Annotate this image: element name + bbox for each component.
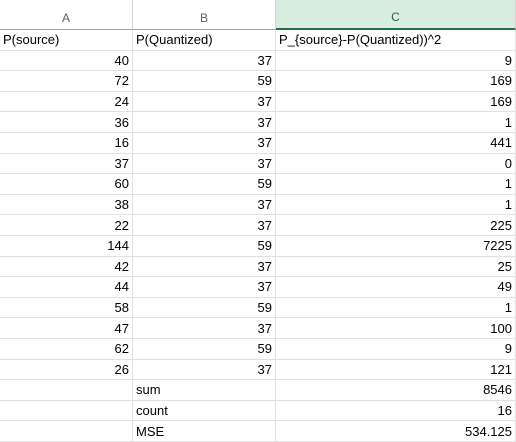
cell[interactable]: 225 bbox=[276, 215, 516, 235]
column-letter: B bbox=[199, 11, 208, 25]
cell[interactable]: 37 bbox=[133, 153, 276, 174]
column-header-b[interactable]: B bbox=[133, 0, 276, 30]
cell[interactable]: sum bbox=[133, 380, 276, 400]
table-row: 24 37 169 bbox=[0, 91, 516, 113]
cell[interactable]: 44 bbox=[0, 277, 133, 297]
cell[interactable]: 1 bbox=[276, 112, 516, 132]
column-header-c[interactable]: C bbox=[276, 0, 516, 30]
cell[interactable]: 37 bbox=[133, 50, 276, 71]
cell[interactable]: P(source) bbox=[0, 30, 133, 50]
cell[interactable]: 22 bbox=[0, 215, 133, 235]
cell[interactable]: 49 bbox=[276, 277, 516, 297]
table-row: 16 37 441 bbox=[0, 132, 516, 154]
table-row: 36 37 1 bbox=[0, 112, 516, 133]
summary-row: count 16 bbox=[0, 400, 516, 422]
cell[interactable]: P_{source}-P(Quantized))^2 bbox=[276, 30, 516, 50]
table-row: 144 59 7225 bbox=[0, 235, 516, 257]
cell[interactable]: MSE bbox=[133, 421, 276, 441]
cell[interactable]: 100 bbox=[276, 318, 516, 338]
table-row: 40 37 9 bbox=[0, 50, 516, 72]
table-row: 60 59 1 bbox=[0, 174, 516, 195]
table-row: 62 59 9 bbox=[0, 338, 516, 360]
cell[interactable]: 169 bbox=[276, 71, 516, 91]
cell[interactable]: 38 bbox=[0, 194, 133, 215]
cell[interactable]: 441 bbox=[276, 132, 516, 153]
table-row: 22 37 225 bbox=[0, 215, 516, 236]
table-row: 26 37 121 bbox=[0, 359, 516, 381]
cell[interactable]: 37 bbox=[133, 277, 276, 297]
cell[interactable]: 144 bbox=[0, 235, 133, 256]
table-row: 47 37 100 bbox=[0, 318, 516, 339]
cell[interactable] bbox=[0, 400, 133, 421]
cell[interactable]: 534.125 bbox=[276, 421, 516, 441]
cell[interactable]: 8546 bbox=[276, 380, 516, 400]
cell[interactable]: 37 bbox=[133, 318, 276, 338]
cell[interactable]: 121 bbox=[276, 359, 516, 380]
cell[interactable]: 16 bbox=[276, 400, 516, 421]
summary-row: MSE 534.125 bbox=[0, 421, 516, 442]
table-row: 72 59 169 bbox=[0, 71, 516, 92]
cell[interactable]: 47 bbox=[0, 318, 133, 338]
table-row: 37 37 0 bbox=[0, 153, 516, 175]
cell[interactable]: 1 bbox=[276, 297, 516, 318]
cell[interactable]: 37 bbox=[0, 153, 133, 174]
cell[interactable]: 40 bbox=[0, 50, 133, 71]
cell[interactable]: 37 bbox=[133, 359, 276, 380]
cell[interactable]: 59 bbox=[133, 338, 276, 359]
cell[interactable]: 7225 bbox=[276, 235, 516, 256]
cell[interactable]: 1 bbox=[276, 194, 516, 215]
summary-row: sum 8546 bbox=[0, 380, 516, 401]
cell[interactable]: 26 bbox=[0, 359, 133, 380]
cell[interactable]: 1 bbox=[276, 174, 516, 194]
cell[interactable]: 60 bbox=[0, 174, 133, 194]
cell[interactable]: 37 bbox=[133, 132, 276, 153]
table-row: 42 37 25 bbox=[0, 256, 516, 278]
cell[interactable]: 37 bbox=[133, 215, 276, 235]
table-row: 44 37 49 bbox=[0, 277, 516, 298]
cell[interactable]: 59 bbox=[133, 174, 276, 194]
cell[interactable]: 9 bbox=[276, 50, 516, 71]
column-letter: C bbox=[391, 10, 400, 24]
cell[interactable]: 37 bbox=[133, 112, 276, 132]
column-letter: A bbox=[61, 11, 70, 25]
cell[interactable]: 58 bbox=[0, 297, 133, 318]
cell[interactable]: 59 bbox=[133, 297, 276, 318]
column-header-a[interactable]: A bbox=[0, 0, 133, 30]
cell[interactable]: 16 bbox=[0, 132, 133, 153]
cell[interactable]: 37 bbox=[133, 91, 276, 112]
cell[interactable]: 0 bbox=[276, 153, 516, 174]
table-row: 38 37 1 bbox=[0, 194, 516, 216]
cell[interactable] bbox=[0, 421, 133, 441]
header-row: P(source) P(Quantized) P_{source}-P(Quan… bbox=[0, 30, 516, 51]
cell[interactable]: 36 bbox=[0, 112, 133, 132]
cell[interactable]: P(Quantized) bbox=[133, 30, 276, 50]
cell[interactable]: count bbox=[133, 400, 276, 421]
cell[interactable]: 59 bbox=[133, 71, 276, 91]
cell[interactable]: 62 bbox=[0, 338, 133, 359]
cell[interactable]: 59 bbox=[133, 235, 276, 256]
table-row: 58 59 1 bbox=[0, 297, 516, 319]
cell[interactable]: 25 bbox=[276, 256, 516, 277]
cell[interactable]: 37 bbox=[133, 256, 276, 277]
cell[interactable]: 24 bbox=[0, 91, 133, 112]
cell-grid: P(source) P(Quantized) P_{source}-P(Quan… bbox=[0, 30, 516, 442]
cell[interactable]: 42 bbox=[0, 256, 133, 277]
cell[interactable]: 9 bbox=[276, 338, 516, 359]
cell[interactable]: 72 bbox=[0, 71, 133, 91]
cell[interactable]: 169 bbox=[276, 91, 516, 112]
cell[interactable] bbox=[0, 380, 133, 400]
cell[interactable]: 37 bbox=[133, 194, 276, 215]
